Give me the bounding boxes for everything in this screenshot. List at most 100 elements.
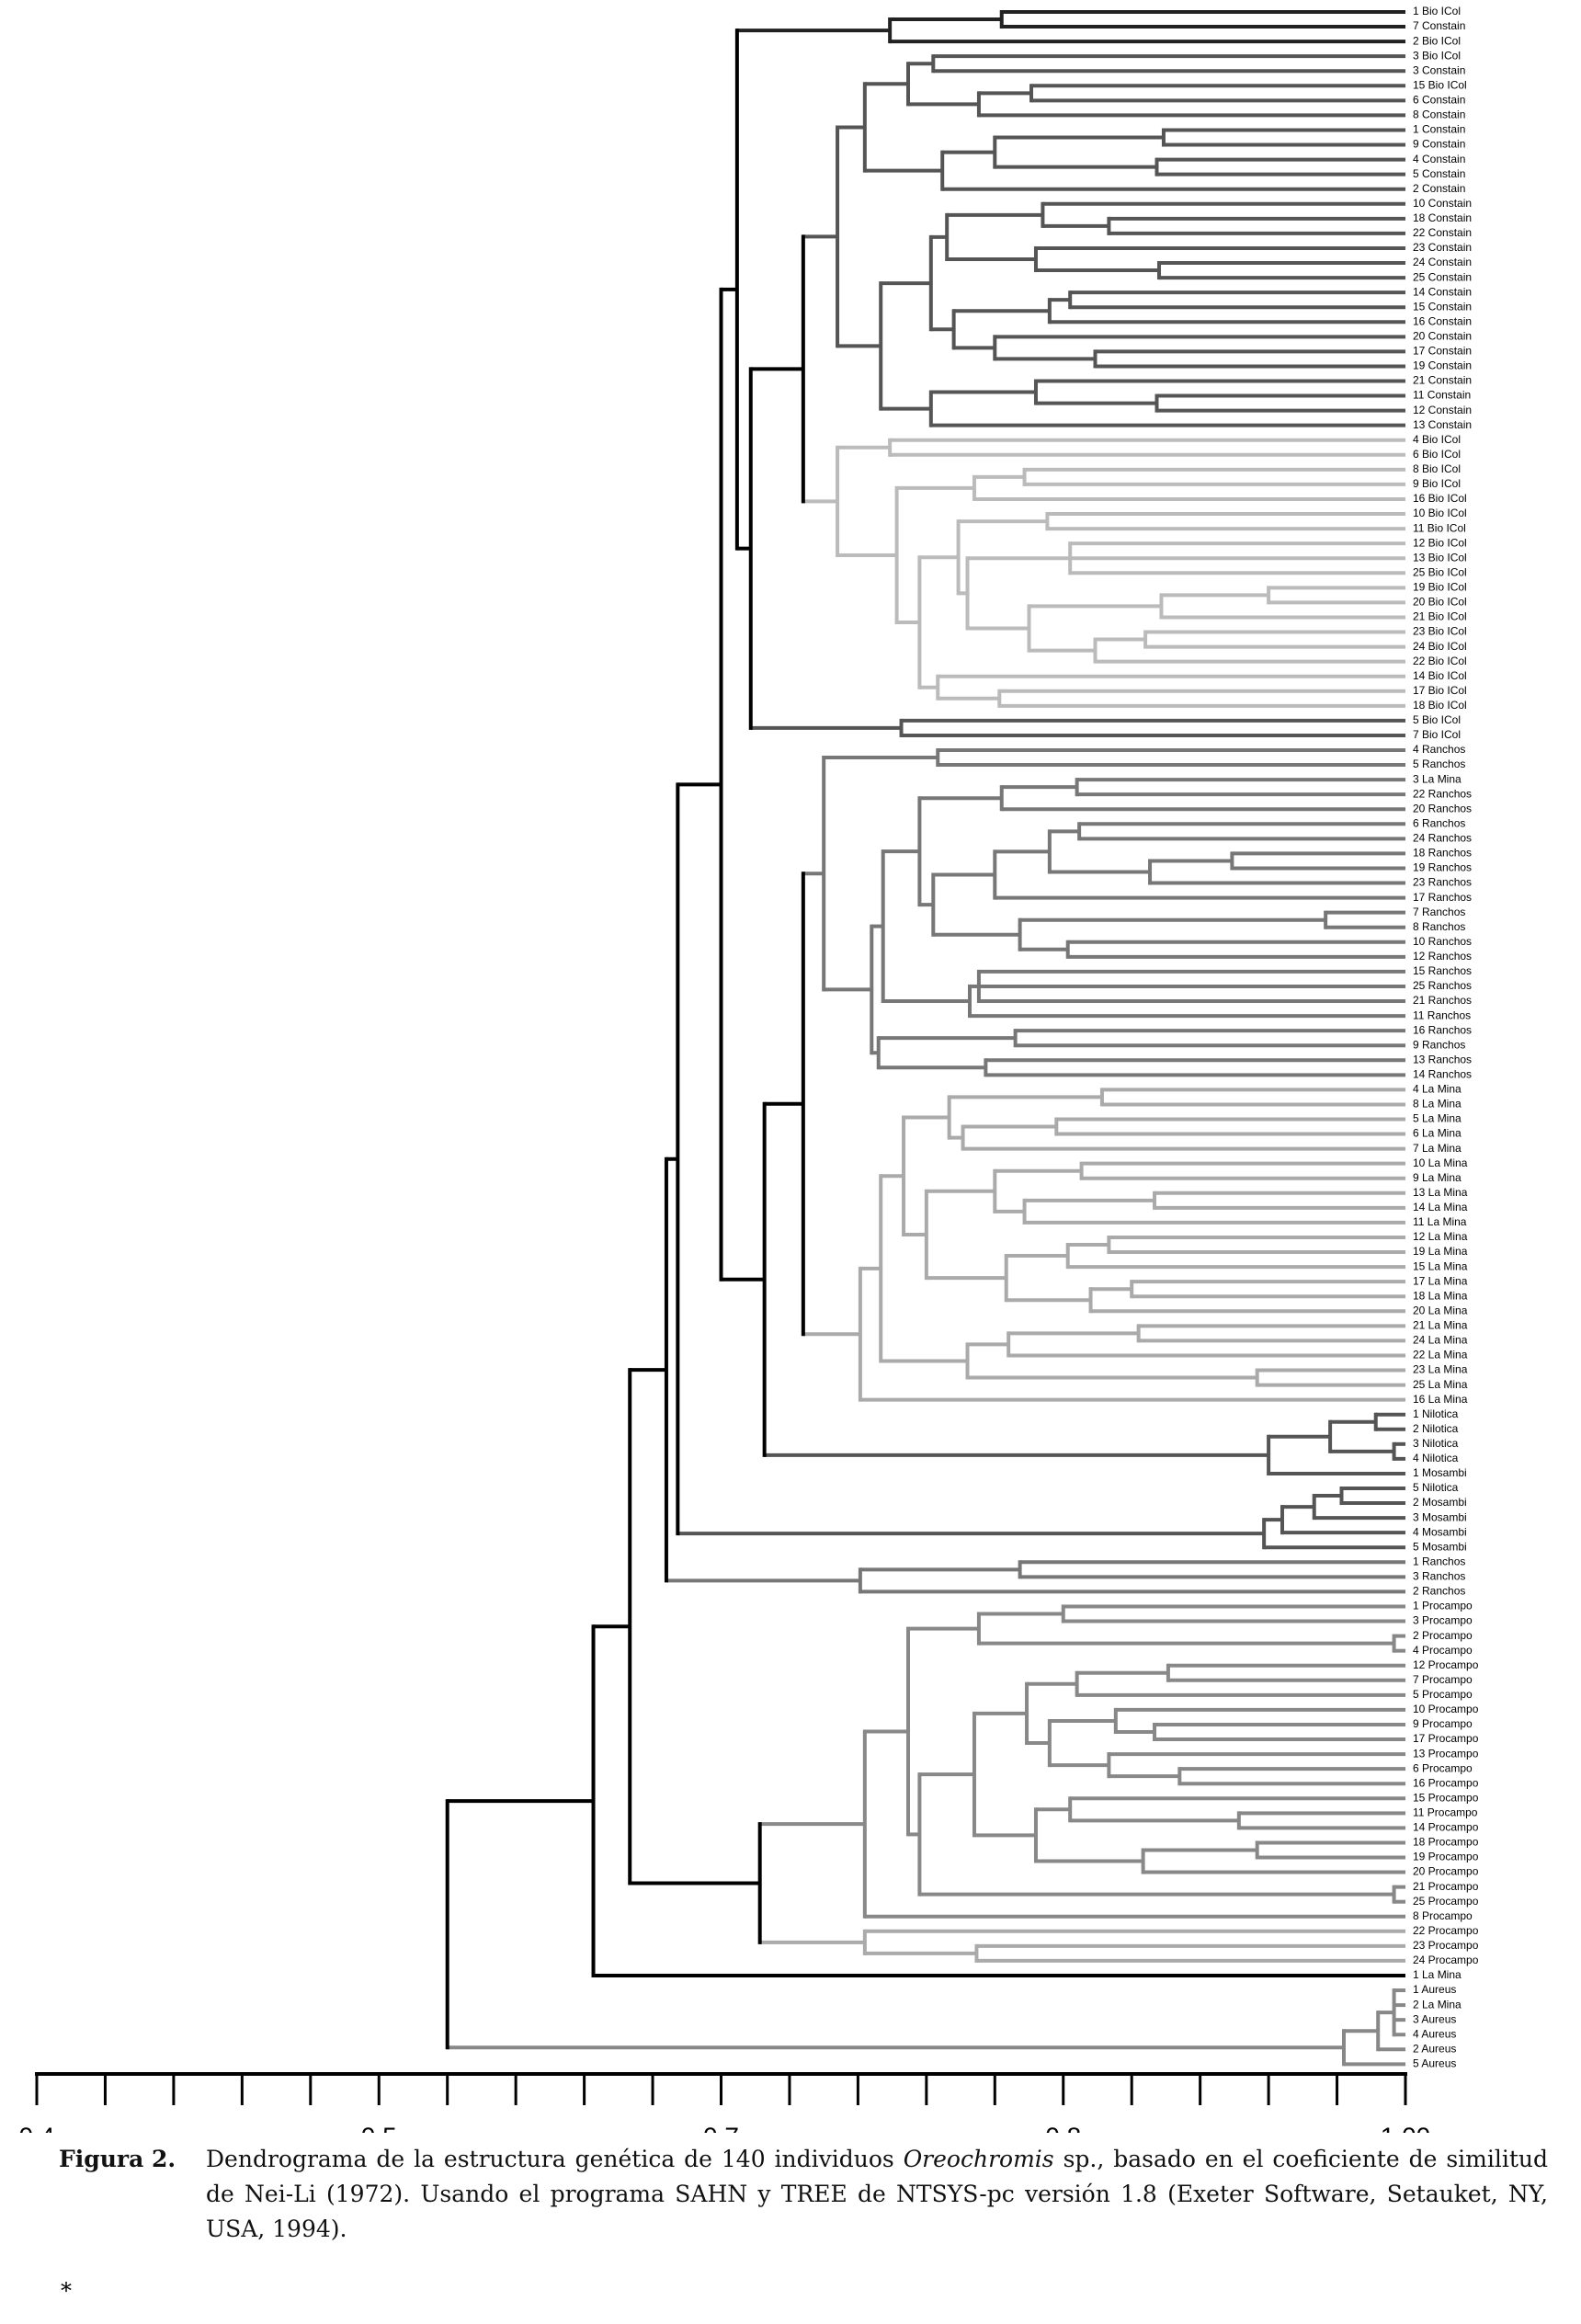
- leaf-label: 24 Constain: [1413, 256, 1472, 268]
- footnote-mark: *: [61, 2278, 72, 2304]
- leaf-label: 1 Ranchos: [1413, 1555, 1465, 1567]
- leaf-label: 18 Procampo: [1413, 1836, 1479, 1849]
- leaf-label: 6 Procampo: [1413, 1761, 1473, 1774]
- leaf-label: 5 Ranchos: [1413, 758, 1465, 770]
- leaf-label: 3 Ranchos: [1413, 1570, 1465, 1583]
- leaf-label: 1 Nilotica: [1413, 1407, 1459, 1420]
- leaf-label: 2 Constain: [1413, 182, 1465, 195]
- leaf-label: 22 Ranchos: [1413, 787, 1472, 800]
- leaf-label: 19 Bio ICol: [1413, 581, 1467, 594]
- leaf-label: 3 Constain: [1413, 63, 1465, 76]
- leaf-label: 4 Aureus: [1413, 2027, 1456, 2040]
- leaf-label: 1 Constain: [1413, 123, 1465, 136]
- leaf-label: 9 Procampo: [1413, 1717, 1473, 1730]
- leaf-label: 5 Nilotica: [1413, 1481, 1459, 1494]
- leaf-label: 19 Constain: [1413, 359, 1472, 372]
- leaf-label: 3 Mosambi: [1413, 1510, 1467, 1523]
- leaf-label: 2 Ranchos: [1413, 1585, 1465, 1598]
- leaf-label: 11 Procampo: [1413, 1806, 1478, 1818]
- x-tick-label: 0.8: [1045, 2122, 1081, 2133]
- leaf-label: 22 Procampo: [1413, 1924, 1479, 1937]
- leaf-label: 22 Constain: [1413, 226, 1472, 239]
- leaf-label: 17 Procampo: [1413, 1732, 1479, 1745]
- leaf-label: 14 Procampo: [1413, 1821, 1479, 1834]
- leaf-label: 21 Bio ICol: [1413, 610, 1467, 623]
- leaf-label: 18 Ranchos: [1413, 847, 1472, 860]
- leaf-label: 14 Ranchos: [1413, 1067, 1472, 1080]
- leaf-label: 10 Ranchos: [1413, 935, 1472, 948]
- leaf-label: 23 Bio ICol: [1413, 625, 1467, 638]
- dendrogram: 1 Bio ICol 7 Constain 2 Bio ICol 3 Bio ICol…: [19, 5, 1479, 2133]
- leaf-label: 5 Constain: [1413, 167, 1465, 180]
- leaf-label: 11 Constain: [1413, 389, 1471, 402]
- leaf-label: 2 Procampo: [1413, 1629, 1473, 1642]
- leaf-label: 7 Bio ICol: [1413, 728, 1461, 741]
- leaf-label: 3 Aureus: [1413, 2012, 1456, 2025]
- leaf-label: 9 Ranchos: [1413, 1038, 1465, 1051]
- leaf-label: 18 Constain: [1413, 211, 1472, 224]
- leaf-label: 16 La Mina: [1413, 1393, 1468, 1406]
- leaf-label: 8 La Mina: [1413, 1098, 1462, 1111]
- leaf-label: 18 La Mina: [1413, 1289, 1468, 1302]
- leaf-label: 20 Procampo: [1413, 1865, 1479, 1878]
- leaf-label: 17 Ranchos: [1413, 891, 1472, 904]
- leaf-label: 1 Bio ICol: [1413, 5, 1461, 17]
- leaf-label: 6 Bio ICol: [1413, 448, 1461, 461]
- leaf-label: 1 Mosambi: [1413, 1466, 1467, 1479]
- leaf-label: 2 Mosambi: [1413, 1496, 1467, 1509]
- leaf-label: 11 La Mina: [1413, 1215, 1467, 1228]
- leaf-label: 25 Procampo: [1413, 1895, 1479, 1908]
- leaf-label: 7 Ranchos: [1413, 906, 1465, 918]
- leaf-label: 21 Ranchos: [1413, 994, 1472, 1007]
- leaf-label: 21 Procampo: [1413, 1880, 1479, 1893]
- leaf-label: 20 Bio ICol: [1413, 596, 1467, 609]
- leaf-label: 7 Procampo: [1413, 1673, 1473, 1686]
- leaf-label: 13 Procampo: [1413, 1747, 1479, 1760]
- leaf-label: 17 Constain: [1413, 345, 1472, 358]
- leaf-label: 13 Constain: [1413, 418, 1472, 431]
- leaf-label: 23 Constain: [1413, 241, 1472, 254]
- leaf-label: 4 Constain: [1413, 153, 1465, 165]
- leaf-label: 12 Constain: [1413, 404, 1472, 416]
- leaf-label: 4 Nilotica: [1413, 1452, 1459, 1464]
- leaf-label: 11 Bio ICol: [1413, 521, 1466, 534]
- leaf-label: 5 La Mina: [1413, 1112, 1462, 1125]
- leaf-label: 7 Constain: [1413, 19, 1465, 32]
- leaf-label: 15 Constain: [1413, 300, 1472, 313]
- leaf-label: 6 La Mina: [1413, 1127, 1462, 1140]
- leaf-label: 10 Bio ICol: [1413, 507, 1467, 519]
- leaf-label: 13 Bio ICol: [1413, 551, 1467, 564]
- leaf-label: 24 Ranchos: [1413, 832, 1472, 845]
- caption-text: Dendrograma de la estructura genética de…: [206, 2142, 1548, 2247]
- leaf-label: 19 Procampo: [1413, 1851, 1479, 1863]
- leaf-label: 14 Bio ICol: [1413, 669, 1467, 682]
- leaf-label: 24 Procampo: [1413, 1954, 1479, 1966]
- leaf-label: 15 Bio ICol: [1413, 78, 1467, 91]
- leaf-label: 4 Mosambi: [1413, 1525, 1467, 1538]
- leaf-label: 11 Ranchos: [1413, 1008, 1471, 1021]
- leaf-label: 5 Bio ICol: [1413, 713, 1461, 726]
- x-tick-label: 1.00: [1381, 2122, 1431, 2133]
- leaf-label: 4 Bio ICol: [1413, 433, 1461, 446]
- leaf-label: 25 Ranchos: [1413, 979, 1472, 992]
- leaf-label: 19 La Mina: [1413, 1245, 1468, 1258]
- leaf-label: 5 Mosambi: [1413, 1540, 1467, 1553]
- leaf-label: 21 La Mina: [1413, 1319, 1468, 1332]
- leaf-label: 13 La Mina: [1413, 1186, 1468, 1199]
- caption-text-2: sp., basado en el coeficiente de similit…: [206, 2146, 1549, 2242]
- leaf-label: 12 Procampo: [1413, 1658, 1479, 1671]
- leaf-label: 2 Nilotica: [1413, 1422, 1459, 1435]
- leaf-label: 8 Constain: [1413, 108, 1465, 121]
- leaf-label: 12 Bio ICol: [1413, 536, 1467, 549]
- leaf-label: 23 Procampo: [1413, 1939, 1479, 1952]
- leaf-label: 1 Aureus: [1413, 1983, 1456, 1996]
- leaf-label: 9 Constain: [1413, 138, 1465, 151]
- leaf-label: 7 La Mina: [1413, 1142, 1462, 1155]
- leaf-label: 24 Bio ICol: [1413, 640, 1467, 653]
- leaf-label: 12 Ranchos: [1413, 950, 1472, 963]
- caption-text-1: Dendrograma de la estructura genética de…: [206, 2146, 894, 2172]
- leaf-label: 3 Bio ICol: [1413, 49, 1461, 62]
- leaf-label: 10 La Mina: [1413, 1156, 1468, 1169]
- leaf-label: 10 Constain: [1413, 197, 1472, 210]
